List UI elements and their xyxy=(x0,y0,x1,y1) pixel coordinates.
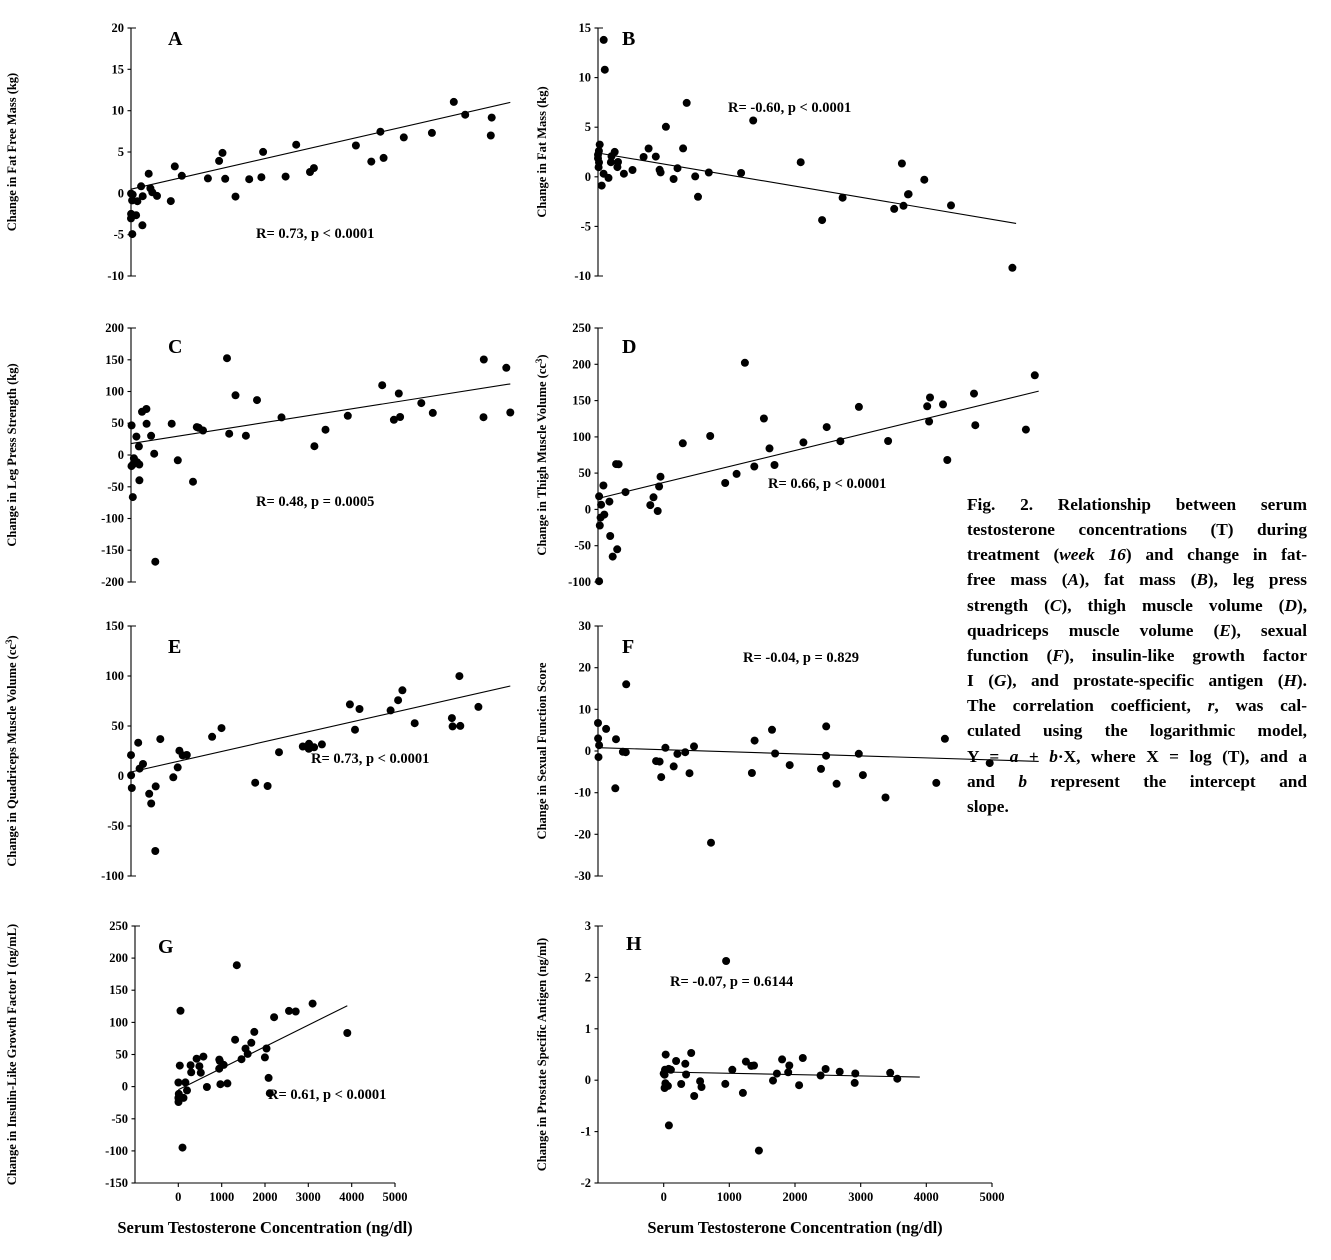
svg-text:0: 0 xyxy=(118,186,124,200)
svg-text:3000: 3000 xyxy=(296,1190,321,1204)
svg-text:150: 150 xyxy=(105,353,124,367)
svg-text:-150: -150 xyxy=(101,543,124,557)
svg-text:-100: -100 xyxy=(101,869,124,883)
svg-text:20: 20 xyxy=(112,21,125,35)
svg-text:-100: -100 xyxy=(568,575,591,589)
svg-text:20: 20 xyxy=(579,661,592,675)
svg-text:10: 10 xyxy=(579,71,592,85)
svg-text:Change in Quadriceps Muscle Vo: Change in Quadriceps Muscle Volume (cc3) xyxy=(4,635,19,866)
svg-text:-100: -100 xyxy=(105,1144,128,1158)
svg-text:200: 200 xyxy=(109,951,128,965)
svg-text:0: 0 xyxy=(118,769,124,783)
svg-text:-2: -2 xyxy=(581,1176,591,1190)
svg-text:Serum Testosterone Concentrati: Serum Testosterone Concentration (ng/dl) xyxy=(117,1218,412,1237)
svg-text:4000: 4000 xyxy=(339,1190,364,1204)
svg-text:R= 0.73, p < 0.0001: R= 0.73, p < 0.0001 xyxy=(311,751,429,767)
svg-text:D: D xyxy=(622,336,636,358)
svg-text:E: E xyxy=(168,636,181,658)
svg-text:-5: -5 xyxy=(581,219,591,233)
svg-text:-10: -10 xyxy=(107,269,124,283)
svg-text:0: 0 xyxy=(585,502,591,516)
svg-text:-10: -10 xyxy=(574,269,591,283)
svg-text:150: 150 xyxy=(572,394,591,408)
svg-text:15: 15 xyxy=(579,21,592,35)
svg-text:100: 100 xyxy=(105,385,124,399)
svg-text:Change in Insulin-Like Growth: Change in Insulin-Like Growth Factor I (… xyxy=(5,924,19,1185)
svg-text:C: C xyxy=(168,336,182,358)
svg-text:30: 30 xyxy=(579,619,592,633)
svg-text:-20: -20 xyxy=(574,827,591,841)
svg-text:-50: -50 xyxy=(107,480,124,494)
svg-text:5000: 5000 xyxy=(980,1190,1005,1204)
svg-text:5000: 5000 xyxy=(383,1190,408,1204)
svg-text:200: 200 xyxy=(572,357,591,371)
svg-text:0: 0 xyxy=(585,170,591,184)
svg-text:10: 10 xyxy=(579,702,592,716)
svg-text:5: 5 xyxy=(585,120,591,134)
svg-text:0: 0 xyxy=(122,1080,128,1094)
svg-text:2000: 2000 xyxy=(253,1190,278,1204)
svg-text:R= 0.66, p < 0.0001: R= 0.66, p < 0.0001 xyxy=(768,476,886,492)
svg-text:200: 200 xyxy=(105,321,124,335)
svg-text:3000: 3000 xyxy=(848,1190,873,1204)
svg-text:50: 50 xyxy=(579,466,592,480)
svg-text:R= -0.04, p = 0.829: R= -0.04, p = 0.829 xyxy=(743,650,859,666)
svg-text:0: 0 xyxy=(661,1190,667,1204)
svg-text:-50: -50 xyxy=(574,539,591,553)
svg-text:4000: 4000 xyxy=(914,1190,939,1204)
svg-text:R= 0.73, p < 0.0001: R= 0.73, p < 0.0001 xyxy=(256,226,374,242)
svg-text:-50: -50 xyxy=(111,1112,128,1126)
svg-text:Change in Fat Mass (kg): Change in Fat Mass (kg) xyxy=(535,86,549,217)
svg-text:50: 50 xyxy=(112,416,125,430)
svg-text:-30: -30 xyxy=(574,869,591,883)
svg-text:15: 15 xyxy=(112,62,125,76)
svg-text:0: 0 xyxy=(585,744,591,758)
svg-text:-100: -100 xyxy=(101,512,124,526)
svg-text:-1: -1 xyxy=(581,1125,591,1139)
svg-text:0: 0 xyxy=(585,1073,591,1087)
svg-text:50: 50 xyxy=(116,1048,129,1062)
svg-text:G: G xyxy=(158,936,174,958)
svg-text:1000: 1000 xyxy=(209,1190,234,1204)
svg-text:0: 0 xyxy=(118,448,124,462)
svg-text:Change in Thigh Muscle Volume: Change in Thigh Muscle Volume (cc3) xyxy=(534,354,549,555)
svg-text:50: 50 xyxy=(112,719,125,733)
svg-text:R= -0.60, p < 0.0001: R= -0.60, p < 0.0001 xyxy=(728,100,851,116)
svg-text:-50: -50 xyxy=(107,819,124,833)
svg-text:H: H xyxy=(626,933,642,955)
svg-text:R= -0.07, p = 0.6144: R= -0.07, p = 0.6144 xyxy=(670,974,793,990)
svg-text:-150: -150 xyxy=(105,1176,128,1190)
svg-text:150: 150 xyxy=(105,619,124,633)
svg-text:5: 5 xyxy=(118,145,124,159)
svg-text:1: 1 xyxy=(585,1022,591,1036)
svg-text:R= 0.48, p = 0.0005: R= 0.48, p = 0.0005 xyxy=(256,494,374,510)
svg-text:150: 150 xyxy=(109,983,128,997)
svg-text:Serum Testosterone Concentrati: Serum Testosterone Concentration (ng/dl) xyxy=(647,1218,942,1237)
svg-text:100: 100 xyxy=(572,430,591,444)
svg-text:Change in Sexual Function Scor: Change in Sexual Function Score xyxy=(535,662,549,839)
svg-text:3: 3 xyxy=(585,919,591,933)
svg-text:Change in Prostate Specific An: Change in Prostate Specific Antigen (ng/… xyxy=(535,938,549,1171)
svg-text:-200: -200 xyxy=(101,575,124,589)
svg-text:B: B xyxy=(622,28,635,50)
svg-text:R= 0.61, p < 0.0001: R= 0.61, p < 0.0001 xyxy=(268,1087,386,1103)
svg-text:100: 100 xyxy=(109,1015,128,1029)
svg-text:Change in Leg Press Strength (: Change in Leg Press Strength (kg) xyxy=(5,363,19,546)
svg-text:250: 250 xyxy=(109,919,128,933)
svg-text:2: 2 xyxy=(585,970,591,984)
svg-text:F: F xyxy=(622,636,634,658)
svg-text:10: 10 xyxy=(112,104,125,118)
svg-text:250: 250 xyxy=(572,321,591,335)
svg-text:100: 100 xyxy=(105,669,124,683)
svg-text:0: 0 xyxy=(175,1190,181,1204)
svg-text:A: A xyxy=(168,28,183,50)
svg-text:-10: -10 xyxy=(574,786,591,800)
svg-text:2000: 2000 xyxy=(783,1190,808,1204)
svg-text:1000: 1000 xyxy=(717,1190,742,1204)
svg-text:Change in Fat Free Mass (kg): Change in Fat Free Mass (kg) xyxy=(5,73,19,231)
svg-text:-5: -5 xyxy=(114,228,124,242)
